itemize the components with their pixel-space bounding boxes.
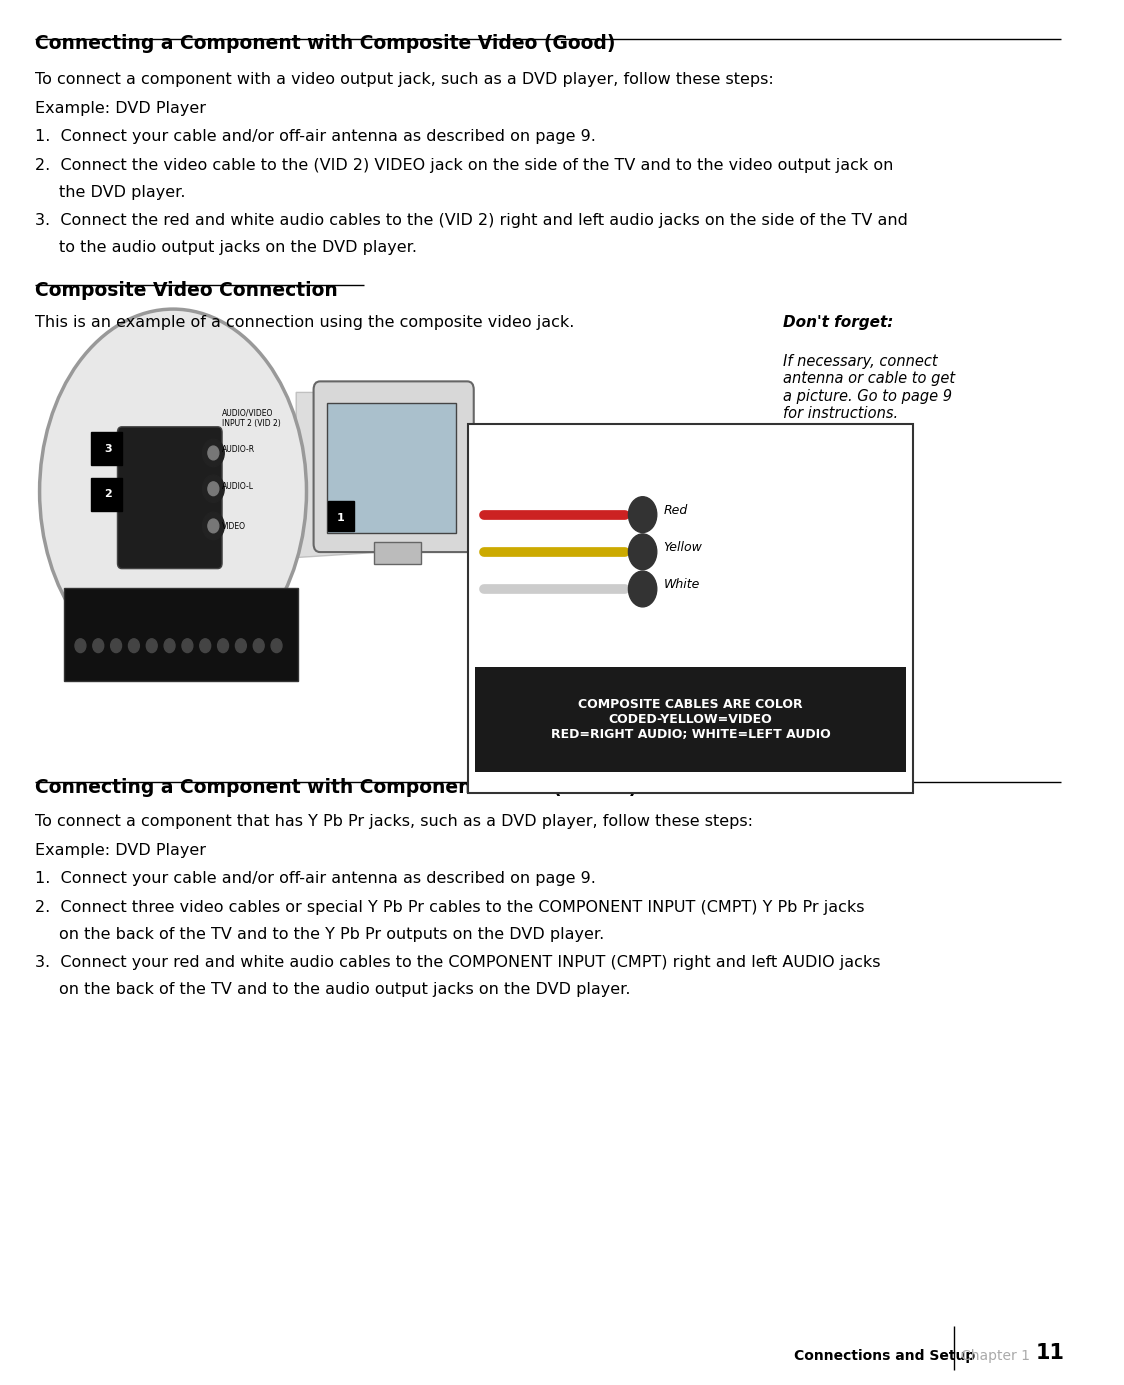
- Text: 11: 11: [1035, 1343, 1064, 1363]
- Circle shape: [208, 519, 219, 533]
- FancyBboxPatch shape: [469, 424, 913, 794]
- Text: To connect a component with a video output jack, such as a DVD player, follow th: To connect a component with a video outp…: [35, 72, 773, 87]
- FancyBboxPatch shape: [91, 432, 121, 465]
- Text: This is an example of a connection using the composite video jack.: This is an example of a connection using…: [35, 316, 574, 330]
- Text: Red: Red: [663, 504, 688, 517]
- FancyBboxPatch shape: [328, 501, 354, 532]
- Text: Yellow: Yellow: [663, 542, 702, 554]
- Text: Connections and Setup: Connections and Setup: [794, 1349, 976, 1363]
- Text: 1.  Connect your cable and/or off-air antenna as described on page 9.: 1. Connect your cable and/or off-air ant…: [35, 871, 596, 886]
- Text: 2.  Connect the video cable to the (VID 2) VIDEO jack on the side of the TV and : 2. Connect the video cable to the (VID 2…: [35, 158, 894, 173]
- FancyBboxPatch shape: [314, 381, 473, 553]
- Circle shape: [235, 638, 246, 652]
- FancyBboxPatch shape: [327, 403, 456, 533]
- Circle shape: [164, 638, 175, 652]
- Text: 1: 1: [337, 512, 345, 522]
- Circle shape: [202, 475, 225, 503]
- Circle shape: [628, 497, 656, 532]
- Circle shape: [202, 439, 225, 467]
- Text: AUDIO-R: AUDIO-R: [223, 445, 255, 454]
- Circle shape: [628, 533, 656, 569]
- Circle shape: [146, 638, 157, 652]
- Circle shape: [628, 571, 656, 607]
- Circle shape: [208, 482, 219, 496]
- Text: 1.  Connect your cable and/or off-air antenna as described on page 9.: 1. Connect your cable and/or off-air ant…: [35, 129, 596, 144]
- Polygon shape: [296, 392, 468, 558]
- Circle shape: [202, 512, 225, 540]
- FancyBboxPatch shape: [91, 478, 121, 511]
- Text: If necessary, connect
antenna or cable to get
a picture. Go to page 9
for instru: If necessary, connect antenna or cable t…: [783, 353, 955, 421]
- Text: the DVD player.: the DVD player.: [58, 184, 185, 199]
- Text: 2.  Connect three video cables or special Y Pb Pr cables to the COMPONENT INPUT : 2. Connect three video cables or special…: [35, 900, 864, 915]
- Circle shape: [218, 638, 228, 652]
- Text: Chapter 1: Chapter 1: [961, 1349, 1030, 1363]
- Text: AUDIO-L: AUDIO-L: [223, 482, 254, 490]
- Circle shape: [75, 638, 85, 652]
- Circle shape: [128, 638, 139, 652]
- Text: to the audio output jacks on the DVD player.: to the audio output jacks on the DVD pla…: [58, 240, 417, 255]
- Circle shape: [208, 446, 219, 460]
- Text: COMPOSITE CABLES ARE COLOR
CODED-YELLOW=VIDEO
RED=RIGHT AUDIO; WHITE=LEFT AUDIO: COMPOSITE CABLES ARE COLOR CODED-YELLOW=…: [551, 698, 831, 741]
- Text: Example: DVD Player: Example: DVD Player: [35, 842, 206, 857]
- Text: on the back of the TV and to the audio output jacks on the DVD player.: on the back of the TV and to the audio o…: [58, 982, 631, 997]
- Text: Don't forget:: Don't forget:: [783, 316, 894, 330]
- Text: Connecting a Component with Component Video (Better): Connecting a Component with Component Vi…: [35, 778, 637, 796]
- Circle shape: [182, 638, 193, 652]
- Circle shape: [271, 638, 282, 652]
- Circle shape: [253, 638, 264, 652]
- Circle shape: [110, 638, 121, 652]
- Text: on the back of the TV and to the Y Pb Pr outputs on the DVD player.: on the back of the TV and to the Y Pb Pr…: [58, 927, 604, 942]
- Bar: [474, 668, 906, 771]
- Text: 3.  Connect your red and white audio cables to the COMPONENT INPUT (CMPT) right : 3. Connect your red and white audio cabl…: [35, 956, 880, 971]
- Text: Composite Video Connection: Composite Video Connection: [35, 281, 337, 301]
- Text: Connecting a Component with Composite Video (Good): Connecting a Component with Composite Vi…: [35, 35, 615, 54]
- Circle shape: [200, 638, 210, 652]
- Circle shape: [93, 638, 103, 652]
- Text: Example: DVD Player: Example: DVD Player: [35, 101, 206, 115]
- Text: VIDEO: VIDEO: [223, 522, 246, 530]
- Text: White: White: [663, 579, 699, 591]
- Text: AUDIO/VIDEO
INPUT 2 (VID 2): AUDIO/VIDEO INPUT 2 (VID 2): [223, 409, 281, 428]
- FancyBboxPatch shape: [373, 543, 422, 565]
- Bar: [64, 587, 298, 681]
- Text: 2: 2: [103, 489, 111, 499]
- Ellipse shape: [39, 309, 307, 674]
- Text: To connect a component that has Y Pb Pr jacks, such as a DVD player, follow thes: To connect a component that has Y Pb Pr …: [35, 813, 753, 828]
- FancyBboxPatch shape: [118, 427, 223, 569]
- Text: 3: 3: [103, 443, 111, 454]
- Text: 3.  Connect the red and white audio cables to the (VID 2) right and left audio j: 3. Connect the red and white audio cable…: [35, 213, 907, 229]
